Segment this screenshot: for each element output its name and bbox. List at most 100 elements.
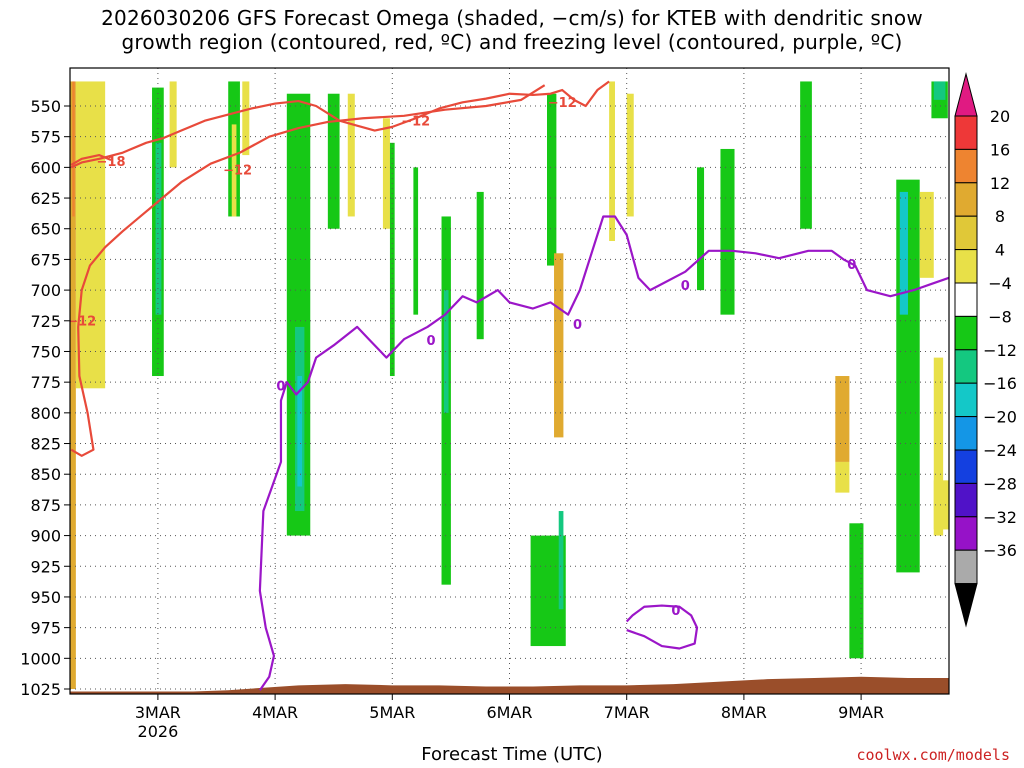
omega-cell <box>933 81 946 100</box>
contour-label: 0 <box>681 279 690 294</box>
title-line-2: growth region (contoured, red, ºC) and f… <box>121 30 903 54</box>
contours: −18 −12 −12 −12 −12 0 0 0 0 0 0 <box>67 80 949 691</box>
x-tick-label: 8MAR <box>721 703 767 722</box>
omega-cell <box>849 523 864 659</box>
colorbar-swatch <box>954 148 978 184</box>
colorbar-label: −32 <box>983 508 1017 527</box>
y-tick-label: 775 <box>30 373 61 392</box>
colorbar-swatch <box>954 282 978 317</box>
contour-label: −12 <box>67 315 96 330</box>
y-tick-label: 875 <box>30 496 61 515</box>
colorbar-top-arrow <box>954 72 978 117</box>
colorbar-swatch <box>954 115 978 150</box>
chart-title: 2026030206 GFS Forecast Omega (shaded, −… <box>0 6 1024 54</box>
y-tick-label: 675 <box>30 250 61 269</box>
colorbar-swatch <box>954 315 978 351</box>
omega-cell <box>933 357 944 536</box>
colorbar-label: 12 <box>990 174 1010 193</box>
omega-cell <box>558 511 564 610</box>
colorbar-label: −12 <box>983 341 1017 360</box>
colorbar-label: −16 <box>983 374 1017 393</box>
credit-text: coolwx.com/models <box>856 746 1010 764</box>
colorbar-label: 4 <box>995 241 1005 260</box>
y-tick-label: 600 <box>30 158 61 177</box>
freezing-level-contour <box>258 215 949 691</box>
y-tick-label: 900 <box>30 527 61 546</box>
x-axis-label: Forecast Time (UTC) <box>421 744 603 765</box>
y-axis: 550 575 600 625 650 675 700 725 750 775 800 825 850 8… <box>20 97 70 699</box>
contour-label: 0 <box>573 318 582 333</box>
omega-cell <box>609 81 615 242</box>
colorbar-swatch <box>954 449 978 484</box>
omega-cell <box>899 191 908 315</box>
plot-area <box>70 68 949 694</box>
y-tick-label: 550 <box>30 97 61 116</box>
y-tick-label: 975 <box>30 619 61 638</box>
ground-terrain <box>70 676 949 694</box>
y-tick-label: 575 <box>30 128 61 147</box>
contour-label: 0 <box>426 334 435 349</box>
omega-cell <box>75 81 106 389</box>
x-tick-label: 7MAR <box>604 703 650 722</box>
omega-cell <box>800 81 812 229</box>
title-line-1: 2026030206 GFS Forecast Omega (shaded, −… <box>101 6 923 30</box>
omega-cell <box>413 167 419 315</box>
x-tick-label: 9MAR <box>838 703 884 722</box>
colorbar-bottom-arrow <box>954 583 978 628</box>
y-tick-label: 950 <box>30 588 61 607</box>
y-tick-label: 625 <box>30 189 61 208</box>
omega-cell <box>389 142 395 377</box>
colorbar-swatch <box>954 516 978 551</box>
ground-area <box>70 676 949 694</box>
y-tick-label: 650 <box>30 220 61 239</box>
colorbar-label: −4 <box>988 274 1012 293</box>
omega-cell <box>72 81 75 217</box>
contour-label: 0 <box>671 604 680 619</box>
x-tick-label: 4MAR <box>252 703 298 722</box>
omega-cell <box>382 118 390 229</box>
y-tick-label: 850 <box>30 465 61 484</box>
colorbar-label: 8 <box>995 207 1005 226</box>
colorbar-label: 20 <box>990 107 1010 126</box>
omega-cell <box>554 253 564 438</box>
omega-cell <box>155 142 162 315</box>
contour-label: −18 <box>97 155 126 170</box>
colorbar-swatch <box>954 416 978 451</box>
dgz-minus12-contour-lower <box>70 84 546 457</box>
contour-label: 0 <box>847 258 856 273</box>
colorbar-swatch <box>954 182 978 217</box>
contour-label: −12 <box>401 114 430 129</box>
y-tick-label: 825 <box>30 435 61 454</box>
y-tick-label: 1025 <box>20 680 61 699</box>
y-tick-label: 700 <box>30 281 61 300</box>
omega-cell <box>476 191 484 340</box>
x-tick-label: 5MAR <box>369 703 415 722</box>
colorbar-swatch <box>954 549 978 585</box>
omega-cell <box>835 376 850 462</box>
x-tick-label: 3MAR <box>135 703 181 722</box>
contour-label: −12 <box>223 164 252 179</box>
y-tick-label: 725 <box>30 312 61 331</box>
x-tick-label: 6MAR <box>486 703 532 722</box>
contour-label: 0 <box>276 380 285 395</box>
colorbar-label: −8 <box>988 307 1012 326</box>
dgz-minus12-contour <box>70 80 610 169</box>
colorbar-swatch <box>954 249 978 284</box>
x-tick-sublabel: 2026 <box>138 722 179 741</box>
omega-cell <box>919 191 934 278</box>
omega-cell <box>347 93 355 217</box>
omega-cell <box>242 81 250 156</box>
y-tick-label: 925 <box>30 557 61 576</box>
colorbar-label: −24 <box>983 441 1017 460</box>
dgz-minus18-contour <box>70 153 112 166</box>
colorbar-swatch <box>954 482 978 518</box>
colorbar-swatch <box>954 349 978 384</box>
colorbar-label: −20 <box>983 408 1017 427</box>
freezing-level-contour-low <box>625 604 699 650</box>
colorbar-label: −28 <box>983 474 1017 493</box>
omega-cell <box>286 93 311 536</box>
omega-cell <box>443 290 449 413</box>
omega-cell <box>547 93 557 266</box>
